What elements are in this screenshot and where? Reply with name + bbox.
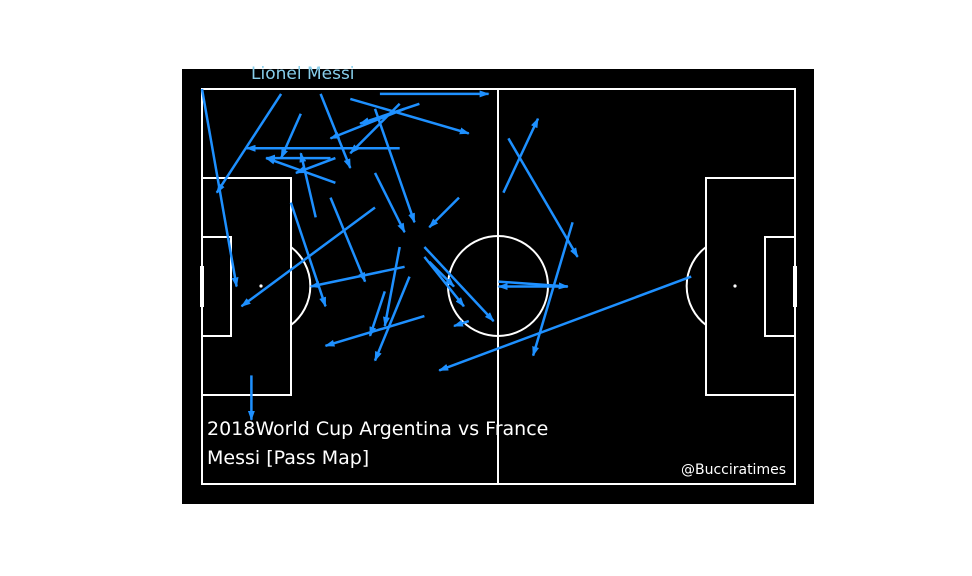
pass-arrow-19 — [428, 196, 460, 229]
right-penalty-arc — [685, 246, 707, 326]
right-goal — [793, 266, 797, 307]
pass-arrows — [200, 88, 692, 421]
pass-arrow-28 — [428, 260, 455, 288]
pass-arrow-30 — [453, 319, 470, 328]
pass-arrow-23 — [309, 265, 405, 289]
pass-arrow-29 — [423, 246, 495, 322]
left-goal — [200, 266, 204, 307]
pass-arrow-17 — [329, 197, 367, 283]
pass-arrow-10 — [373, 108, 416, 224]
pass-arrow-34 — [438, 275, 692, 372]
player-label: Lionel Messi — [251, 64, 355, 84]
credit-label: @Bucciratimes — [681, 462, 786, 478]
pass-arrow-36 — [289, 202, 327, 308]
pass-arrow-15 — [299, 152, 317, 218]
pass-arrow-14 — [265, 156, 336, 184]
pass-arrow-2 — [215, 93, 283, 194]
pass-arrow-33 — [324, 314, 425, 347]
pass-arrow-21 — [502, 117, 540, 194]
right-penalty-spot — [733, 284, 737, 288]
pass-arrow-3 — [319, 93, 352, 169]
chart-title-line1: 2018World Cup Argentina vs France — [207, 418, 548, 440]
pass-arrow-4 — [349, 97, 470, 135]
pass-arrow-7 — [329, 107, 406, 140]
pass-arrow-16 — [373, 172, 406, 234]
pass-arrow-9 — [279, 113, 302, 160]
left-penalty-spot — [259, 284, 263, 288]
pass-arrow-25 — [373, 276, 411, 362]
pass-arrow-24 — [383, 246, 401, 327]
chart-title-line2: Messi [Pass Map] — [207, 447, 369, 469]
pass-arrow-26 — [368, 291, 386, 337]
